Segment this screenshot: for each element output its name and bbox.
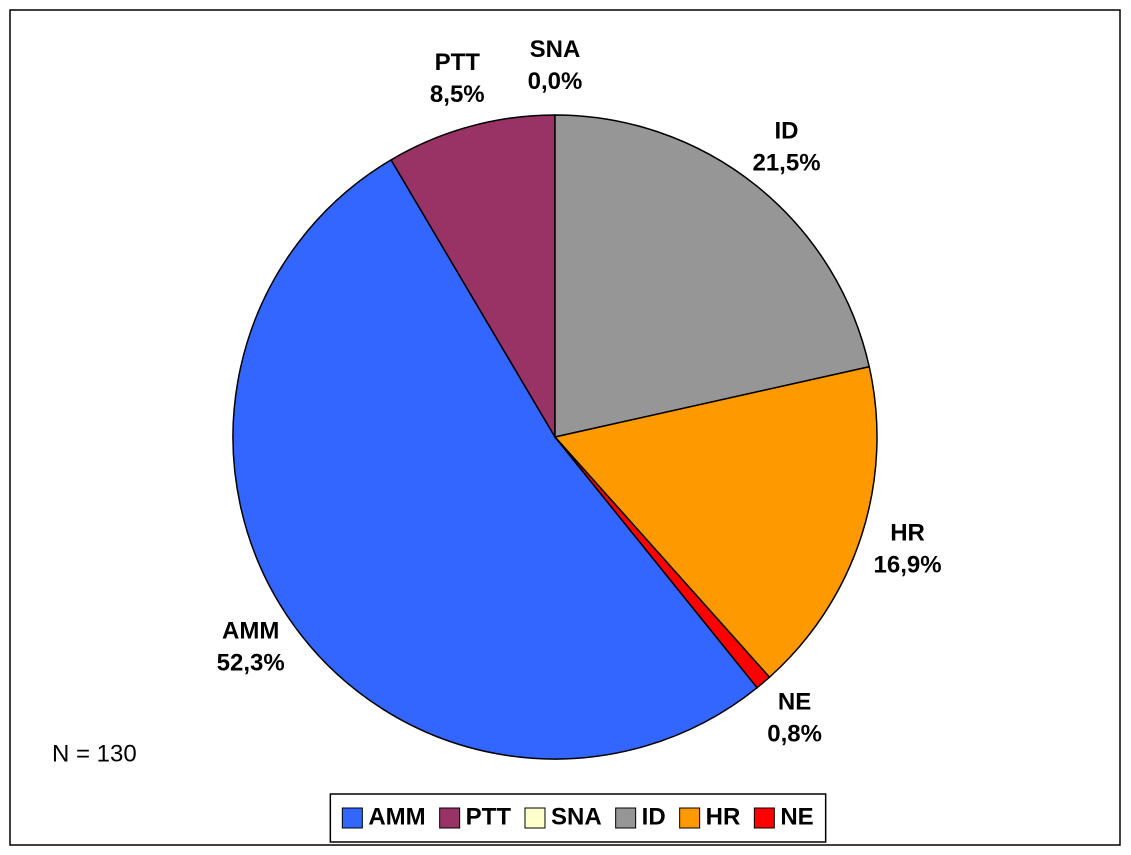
slice-value-label: 52,3% bbox=[217, 649, 285, 676]
pie-slice bbox=[390, 114, 556, 440]
legend-label: SNA bbox=[551, 803, 602, 830]
slice-value-label: 21,5% bbox=[752, 149, 820, 176]
legend-swatch bbox=[615, 807, 637, 829]
annotation: N = 130 bbox=[52, 740, 137, 767]
slice-category-label: NE bbox=[778, 689, 811, 716]
legend-label: AMM bbox=[368, 803, 425, 830]
slice-category-label: ID bbox=[775, 117, 799, 144]
legend-swatch bbox=[679, 807, 701, 829]
legend-swatch bbox=[524, 807, 546, 829]
slice-category-label: AMM bbox=[222, 617, 279, 644]
slice-category-label: SNA bbox=[530, 36, 581, 63]
slice-value-label: 16,9% bbox=[874, 552, 942, 579]
slice-value-label: 0,0% bbox=[528, 68, 583, 95]
legend-label: ID bbox=[642, 803, 666, 830]
legend-label: NE bbox=[780, 803, 813, 830]
pie-slice bbox=[554, 114, 871, 438]
legend-label: PTT bbox=[466, 803, 512, 830]
legend-swatch bbox=[753, 807, 775, 829]
legend-swatch bbox=[341, 807, 363, 829]
slice-value-label: 8,5% bbox=[430, 81, 485, 108]
slice-category-label: PTT bbox=[435, 49, 481, 76]
pie-slice bbox=[553, 365, 878, 679]
pie-slice bbox=[232, 158, 759, 760]
pie-slice bbox=[554, 436, 771, 689]
slice-category-label: HR bbox=[890, 520, 925, 547]
legend: AMM PTT SNA ID HR NE bbox=[329, 793, 827, 843]
legend-box bbox=[329, 793, 827, 843]
legend-label: HR bbox=[706, 803, 741, 830]
slice-value-label: 0,8% bbox=[767, 721, 822, 748]
legend-swatch bbox=[439, 807, 461, 829]
